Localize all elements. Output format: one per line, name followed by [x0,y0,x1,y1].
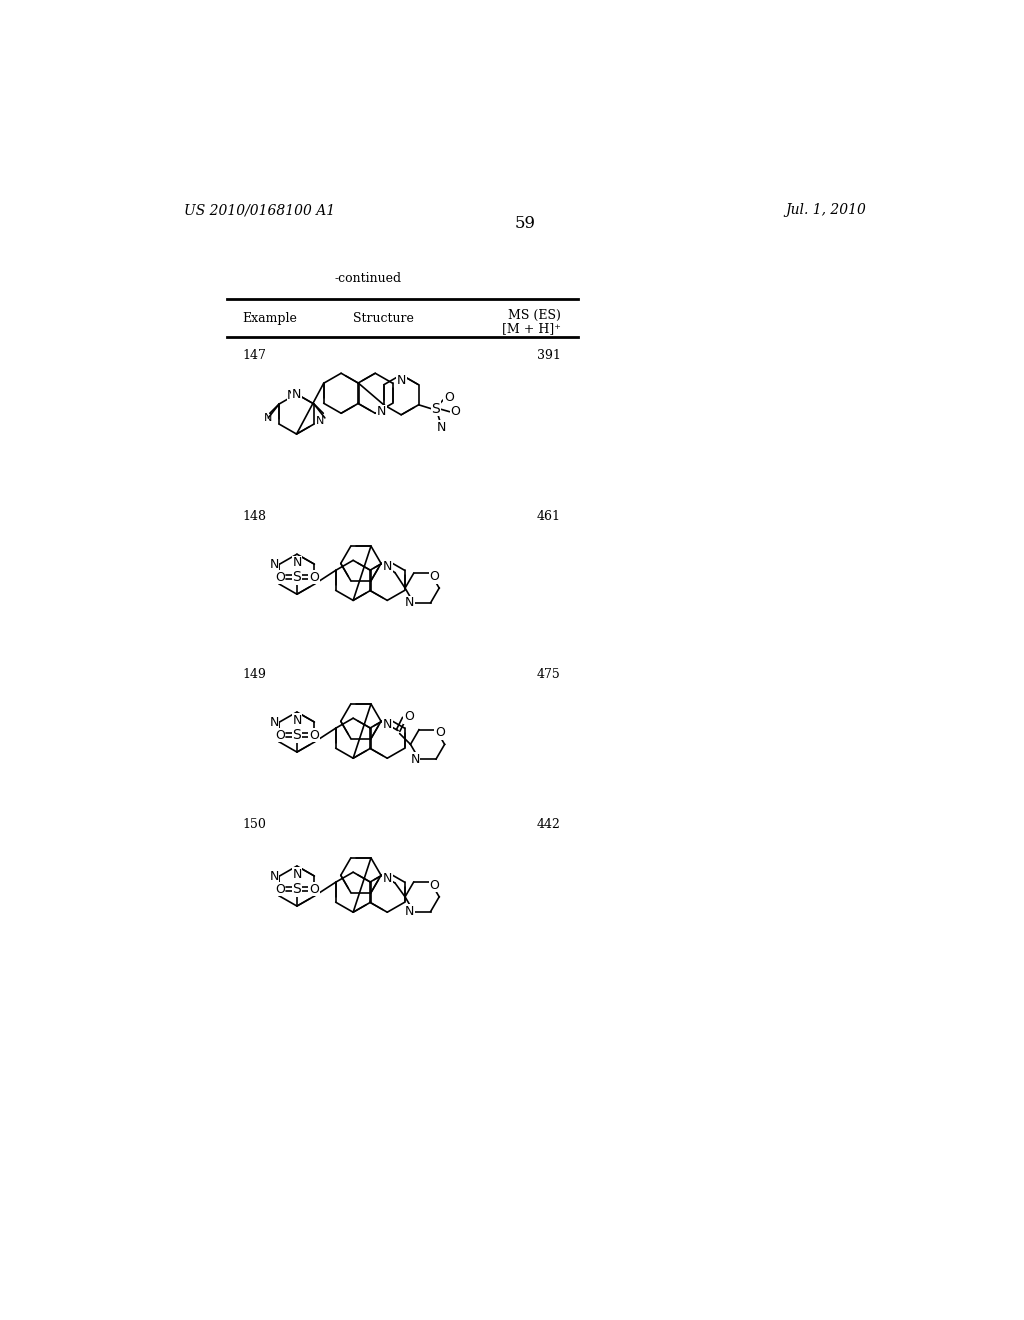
Text: O: O [309,883,318,896]
Text: 149: 149 [243,668,266,681]
Text: -continued: -continued [335,272,401,285]
Text: [M + H]⁺: [M + H]⁺ [502,322,560,335]
Text: N: N [292,388,301,401]
Text: 475: 475 [537,668,560,681]
Text: N: N [292,556,302,569]
Text: Structure: Structure [353,313,414,326]
Text: 148: 148 [243,511,266,523]
Text: O: O [444,391,454,404]
Text: O: O [275,729,285,742]
Text: O: O [430,570,439,583]
Text: O: O [430,879,439,892]
Text: N: N [377,405,386,418]
Text: N: N [316,416,325,426]
Text: N: N [269,557,279,570]
Text: 59: 59 [514,215,536,232]
Text: N: N [264,413,272,422]
Text: O: O [309,570,318,583]
Text: O: O [451,405,460,418]
Text: N: N [383,718,392,731]
Text: 147: 147 [243,348,266,362]
Text: N: N [406,597,415,610]
Text: O: O [309,729,318,742]
Text: O: O [275,570,285,583]
Text: N: N [411,752,420,766]
Text: N: N [269,870,279,883]
Text: O: O [275,883,285,896]
Text: N: N [437,421,446,434]
Text: N: N [292,714,302,727]
Text: 150: 150 [243,818,266,832]
Text: N: N [287,389,297,403]
Text: Example: Example [243,313,298,326]
Text: N: N [292,869,302,880]
Text: N: N [383,560,392,573]
Text: S: S [293,729,301,742]
Text: N: N [383,871,392,884]
Text: S: S [293,570,301,585]
Text: Jul. 1, 2010: Jul. 1, 2010 [785,203,866,216]
Text: N: N [396,375,406,388]
Text: N: N [406,906,415,917]
Text: O: O [435,726,444,739]
Text: MS (ES): MS (ES) [508,309,560,322]
Text: US 2010/0168100 A1: US 2010/0168100 A1 [183,203,335,216]
Text: 461: 461 [537,511,560,523]
Text: N: N [269,715,279,729]
Text: 391: 391 [537,348,560,362]
Text: O: O [404,710,414,723]
Text: N: N [259,425,268,436]
Text: S: S [293,882,301,896]
Text: S: S [431,401,440,416]
Text: 442: 442 [537,818,560,832]
